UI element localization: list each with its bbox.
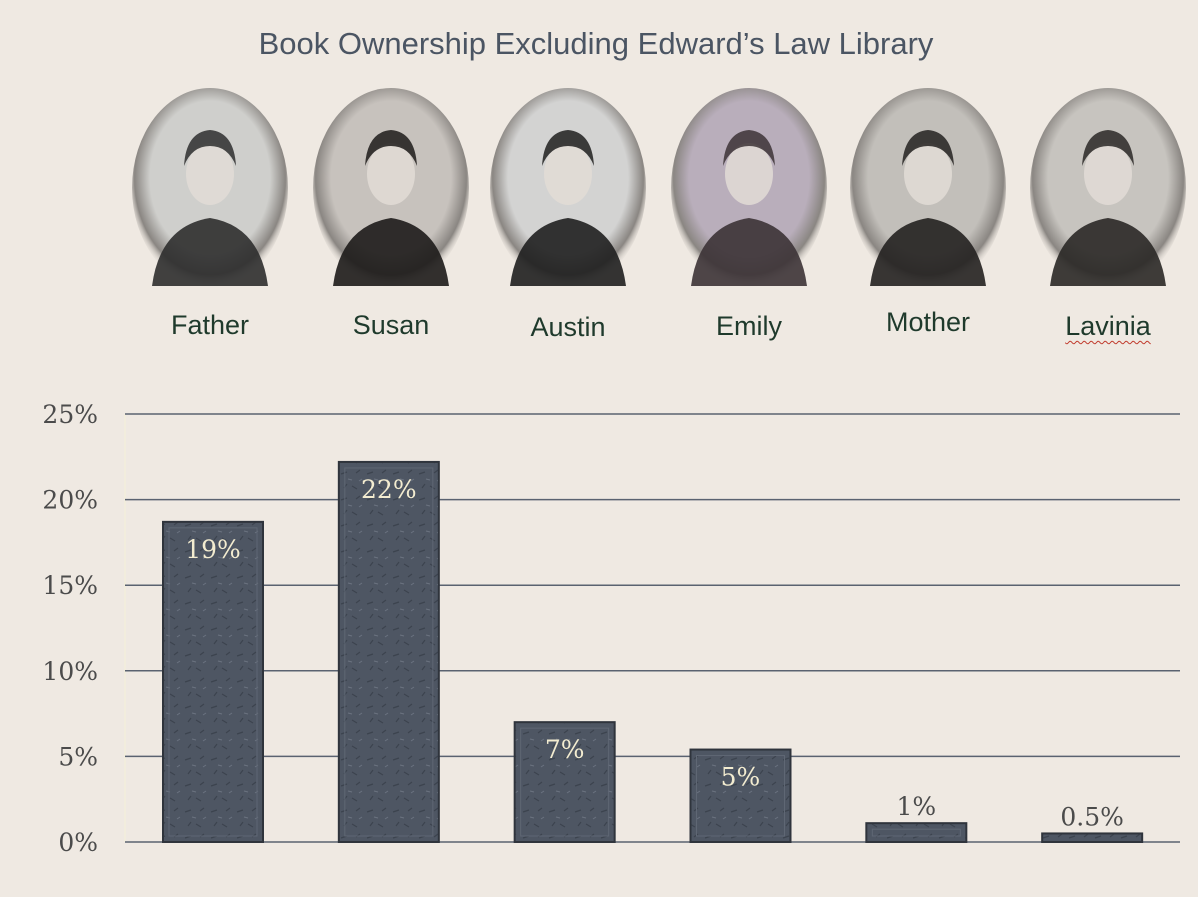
data-label: 19%	[185, 535, 241, 564]
person-name-mother: Mother	[885, 307, 971, 337]
bar-austin	[513, 721, 616, 843]
portrait-photo-icon	[671, 88, 827, 288]
person-name-lavinia: Lavinia	[1065, 311, 1151, 341]
y-tick-label: 10%	[42, 657, 98, 686]
y-tick-label: 20%	[42, 486, 98, 515]
bar	[337, 460, 440, 843]
person-name-father: Father	[170, 310, 250, 340]
portrait-row: Father Susan Austin Emily Mother Lavinia	[0, 0, 1198, 360]
person-name-susan: Susan	[352, 310, 430, 340]
bar	[689, 748, 792, 843]
portrait-mother	[848, 86, 1008, 291]
person-name-austin: Austin	[530, 312, 606, 342]
data-label: 0.5%	[1060, 802, 1124, 831]
bar	[162, 520, 264, 844]
y-tick-label: 15%	[42, 571, 98, 600]
bar-inner-edge	[520, 727, 610, 837]
y-tick-label: 5%	[58, 742, 98, 771]
bar-inner-edge	[696, 755, 785, 837]
portrait-photo-icon	[490, 88, 646, 288]
portrait-photo-icon	[132, 88, 288, 288]
bar-mother	[865, 822, 968, 844]
y-tick-label: 0%	[58, 828, 98, 857]
bar-inner-edge	[168, 527, 258, 837]
bar-inner-edge	[344, 467, 434, 837]
data-label: 7%	[545, 735, 585, 764]
bar	[513, 721, 616, 843]
portrait-photo-icon	[1030, 88, 1186, 288]
person-name-emily: Emily	[716, 311, 782, 341]
portrait-photo-icon	[850, 88, 1006, 288]
bar	[865, 822, 968, 844]
portrait-emily	[669, 86, 829, 291]
bar-emily	[689, 748, 792, 843]
bar	[1041, 832, 1144, 844]
bar-susan	[337, 460, 440, 843]
bar-father	[162, 520, 264, 844]
bar-inner-edge	[871, 828, 961, 837]
data-label: 1%	[896, 792, 936, 821]
chart-title: Book Ownership Excluding Edward’s Law Li…	[258, 26, 934, 61]
portrait-austin	[488, 86, 648, 291]
y-tick-label: 25%	[42, 400, 98, 429]
portrait-father	[130, 86, 290, 291]
bar-lavinia	[1041, 832, 1144, 844]
data-label: 5%	[721, 763, 761, 792]
data-label: 22%	[361, 475, 417, 504]
portrait-lavinia	[1028, 86, 1188, 291]
portrait-photo-icon	[313, 88, 469, 288]
portrait-susan	[311, 86, 471, 291]
